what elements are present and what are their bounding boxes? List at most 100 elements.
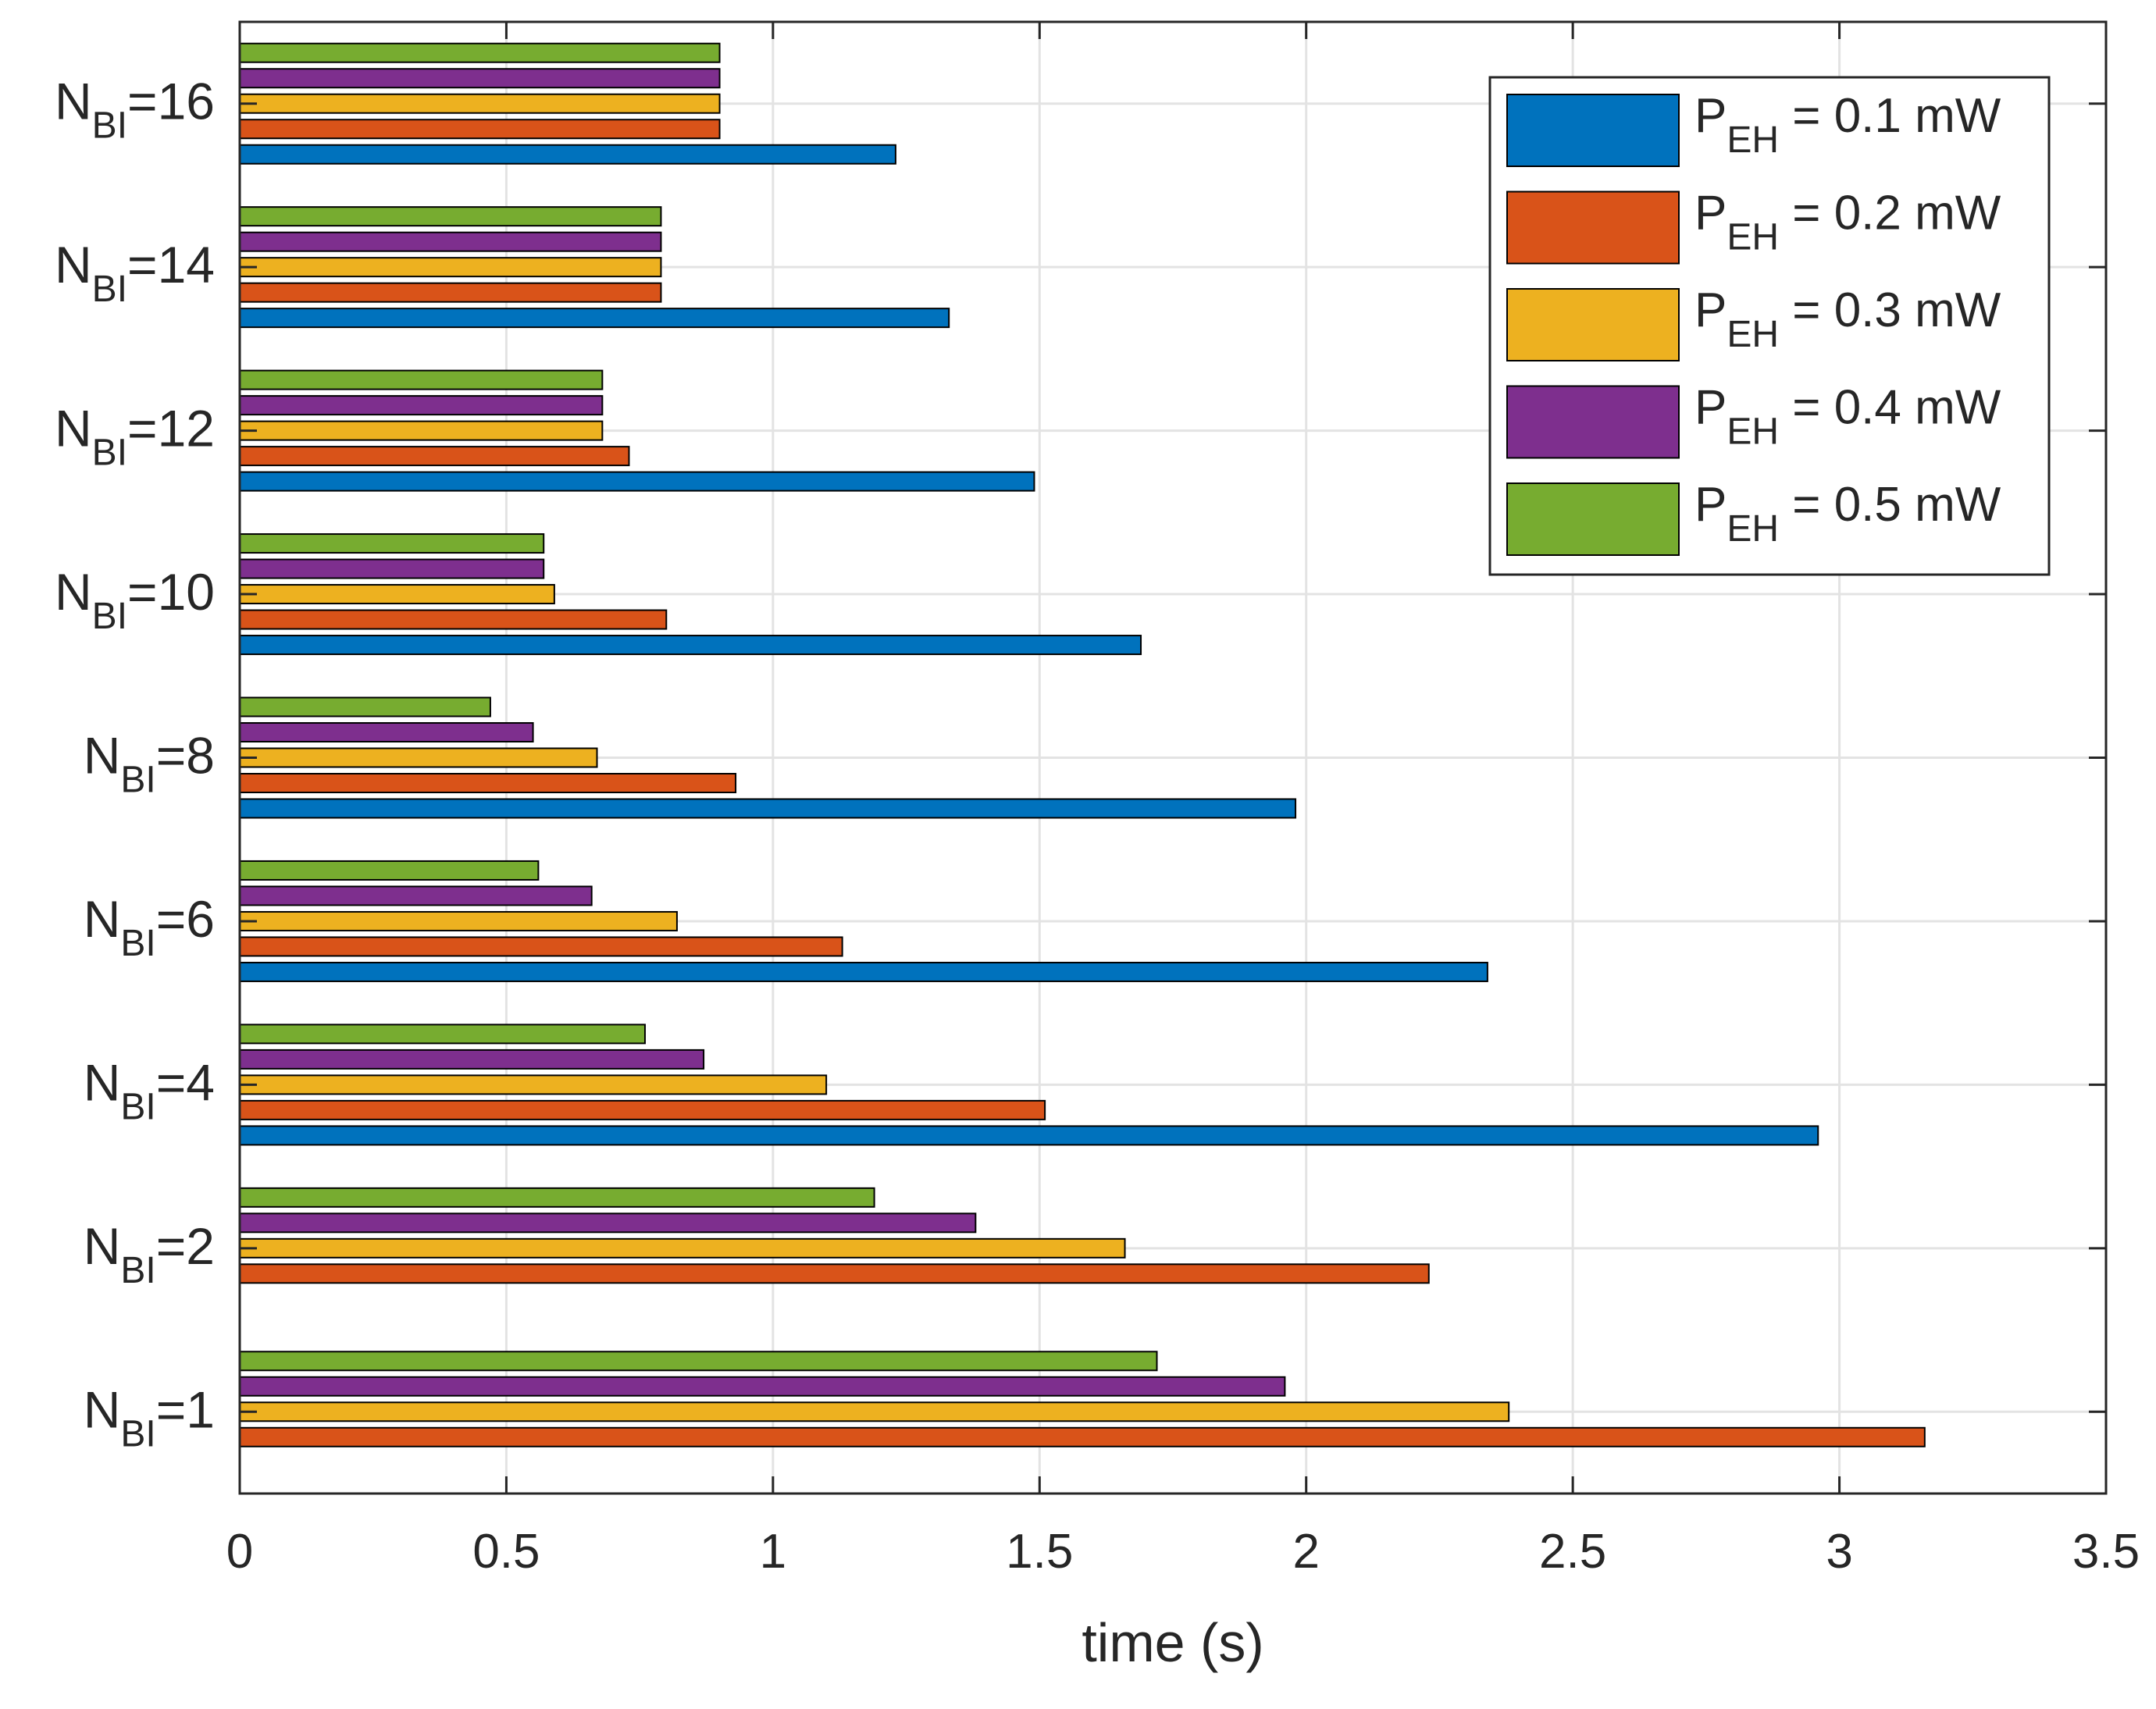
category-label-sub: BI xyxy=(92,433,127,474)
x-tick-label: 3 xyxy=(1826,1525,1852,1579)
legend-label-main: P xyxy=(1695,478,1727,532)
category-label-main: N xyxy=(84,890,121,948)
bar-series-2-cat-1 xyxy=(239,1426,1926,1447)
bar-series-1-cat-4 xyxy=(239,961,1488,982)
bar-series-3-cat-2 xyxy=(239,1237,1126,1259)
bar-series-2-cat-9 xyxy=(239,119,721,140)
category-label-main: N xyxy=(84,727,121,785)
bar-series-4-cat-4 xyxy=(239,885,593,906)
bar-series-3-cat-9 xyxy=(239,93,721,114)
category-label-sub: BI xyxy=(120,760,155,801)
category-label: NBI=10 xyxy=(55,563,215,637)
category-label-main: N xyxy=(55,236,92,294)
bar-series-5-cat-9 xyxy=(239,42,721,63)
bar-series-2-cat-7 xyxy=(239,446,630,467)
y-category-labels: NBI=1NBI=2NBI=4NBI=6NBI=8NBI=10NBI=12NBI… xyxy=(55,73,215,1455)
legend-label-4: PEH = 0.4 mW xyxy=(1695,381,2001,453)
ticks xyxy=(238,22,2108,1494)
x-tick-label: 2 xyxy=(1292,1525,1319,1579)
category-label-sub: BI xyxy=(92,596,127,637)
legend-label-sub: EH xyxy=(1727,411,1779,453)
bar-series-2-cat-5 xyxy=(239,773,737,793)
category-label: NBI=8 xyxy=(84,727,215,801)
legend-label-2: PEH = 0.2 mW xyxy=(1695,187,2001,258)
legend-label-5: PEH = 0.5 mW xyxy=(1695,478,2001,550)
x-tick-label: 1.5 xyxy=(1006,1525,1073,1579)
bars xyxy=(239,42,1926,1447)
bar-series-2-cat-3 xyxy=(239,1099,1046,1120)
bar-series-3-cat-6 xyxy=(239,584,555,605)
bar-series-2-cat-2 xyxy=(239,1263,1430,1284)
bar-series-5-cat-1 xyxy=(239,1351,1158,1372)
category-label: NBI=2 xyxy=(84,1217,215,1291)
legend-label-suffix: = 0.1 mW xyxy=(1779,89,2001,143)
legend-label-3: PEH = 0.3 mW xyxy=(1695,283,2001,355)
bar-series-4-cat-7 xyxy=(239,395,604,416)
x-tick-label: 0.5 xyxy=(472,1525,540,1579)
x-tick-label: 0 xyxy=(226,1525,253,1579)
legend-label-main: P xyxy=(1695,283,1727,337)
x-tick-label: 1 xyxy=(760,1525,786,1579)
legend-label-suffix: = 0.5 mW xyxy=(1779,478,2001,532)
legend-swatch-4 xyxy=(1506,385,1680,459)
legend-label-sub: EH xyxy=(1727,217,1779,258)
category-label-sub: BI xyxy=(92,269,127,310)
legend-label-suffix: = 0.4 mW xyxy=(1779,381,2001,435)
bar-series-1-cat-5 xyxy=(239,798,1297,819)
legend-label-sub: EH xyxy=(1727,508,1779,550)
x-tick-label: 3.5 xyxy=(2072,1525,2140,1579)
bar-series-4-cat-6 xyxy=(239,558,545,579)
bar-series-4-cat-2 xyxy=(239,1212,977,1234)
legend-swatch-1 xyxy=(1506,94,1680,167)
category-label-suffix: =14 xyxy=(127,236,215,294)
category-label: NBI=1 xyxy=(84,1380,215,1454)
bar-series-1-cat-7 xyxy=(239,471,1035,492)
category-label-sub: BI xyxy=(120,1086,155,1127)
legend-swatch-2 xyxy=(1506,190,1680,265)
bar-series-3-cat-4 xyxy=(239,910,678,931)
legend-swatch-5 xyxy=(1506,482,1680,556)
bar-series-5-cat-3 xyxy=(239,1024,646,1045)
bar-series-2-cat-6 xyxy=(239,609,668,630)
category-label-main: N xyxy=(84,1217,121,1275)
x-tick-label: 2.5 xyxy=(1539,1525,1606,1579)
category-label-suffix: =4 xyxy=(156,1053,215,1111)
category-label-sub: BI xyxy=(120,923,155,964)
bar-series-2-cat-8 xyxy=(239,282,662,303)
bar-series-3-cat-1 xyxy=(239,1401,1510,1422)
bar-series-2-cat-4 xyxy=(239,936,843,957)
bar-series-3-cat-8 xyxy=(239,257,662,278)
category-label-suffix: =12 xyxy=(127,400,215,458)
category-label: NBI=6 xyxy=(84,890,215,964)
bar-series-4-cat-5 xyxy=(239,722,534,742)
category-label-suffix: =2 xyxy=(156,1217,215,1275)
bar-series-5-cat-4 xyxy=(239,860,540,881)
bar-series-3-cat-7 xyxy=(239,420,604,441)
legend-label-main: P xyxy=(1695,187,1727,240)
category-label-suffix: =16 xyxy=(127,73,215,130)
bar-series-4-cat-9 xyxy=(239,68,721,89)
category-label-suffix: =1 xyxy=(156,1380,215,1438)
bar-series-4-cat-8 xyxy=(239,231,662,252)
bar-series-5-cat-8 xyxy=(239,206,662,227)
bar-series-4-cat-3 xyxy=(239,1049,705,1070)
legend-label-1: PEH = 0.1 mW xyxy=(1695,89,2001,161)
legend-label-suffix: = 0.3 mW xyxy=(1779,283,2001,337)
category-label-main: N xyxy=(55,73,92,130)
bar-series-5-cat-5 xyxy=(239,696,491,717)
category-label-main: N xyxy=(84,1053,121,1111)
x-tick-labels: 0 0.5 1 1.5 2 2.5 3 3.5 xyxy=(226,1525,2140,1579)
category-label-main: N xyxy=(55,400,92,458)
category-label: NBI=4 xyxy=(84,1053,215,1127)
category-label: NBI=12 xyxy=(55,400,215,474)
category-label-sub: BI xyxy=(120,1413,155,1454)
legend-label-suffix: = 0.2 mW xyxy=(1779,187,2001,240)
x-axis-label: time (s) xyxy=(1082,1612,1263,1673)
category-label-main: N xyxy=(84,1380,121,1438)
legend-swatch-3 xyxy=(1506,288,1680,361)
bar-series-1-cat-9 xyxy=(239,144,896,165)
category-label-sub: BI xyxy=(92,105,127,147)
bar-series-3-cat-3 xyxy=(239,1074,828,1095)
bar-series-5-cat-7 xyxy=(239,369,604,390)
